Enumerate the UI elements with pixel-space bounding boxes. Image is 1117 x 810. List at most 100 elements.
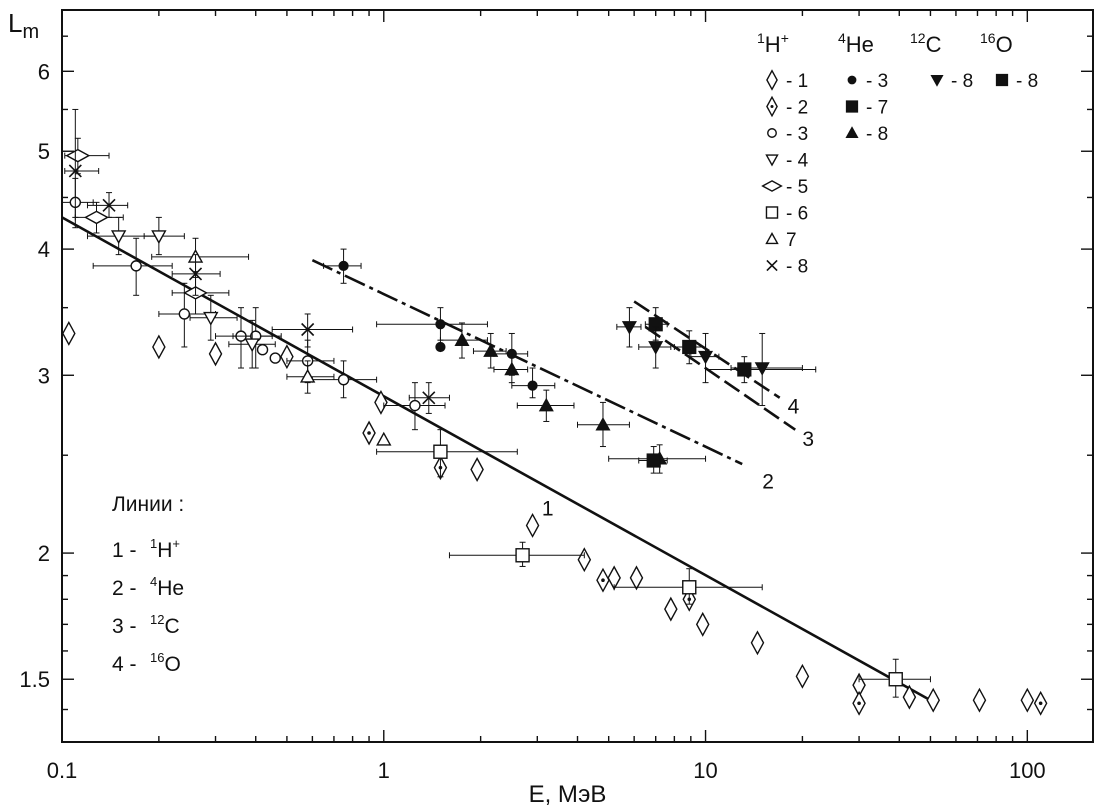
data-point xyxy=(68,164,82,178)
series-12-square-filled xyxy=(705,356,817,384)
lines-legend-nuclide-o: 16O xyxy=(150,650,181,676)
series-4-diamond-wide-open xyxy=(64,137,230,315)
legend-entry-label: - 4 xyxy=(786,151,809,172)
fit-line-label-4: 4 xyxy=(788,396,800,419)
lines-legend-nuclide-h: 1H+ xyxy=(150,536,180,562)
marker-circle-open xyxy=(767,128,777,138)
legend-entry-label: - 8 xyxy=(951,71,973,92)
fit-line-label-3: 3 xyxy=(802,428,814,451)
series-1-diamond-dot xyxy=(362,420,1048,716)
marker-circle-filled xyxy=(847,75,857,85)
data-point xyxy=(646,453,661,468)
data-point xyxy=(1020,687,1035,713)
data-point xyxy=(102,198,116,212)
data-point xyxy=(682,580,697,595)
data-point xyxy=(62,321,76,346)
data-point xyxy=(208,341,223,367)
legend-group-header-c: 12C xyxy=(910,30,942,57)
y-tick-label: 2 xyxy=(38,541,50,566)
marker-triangle-up-filled xyxy=(845,126,859,139)
data-point xyxy=(110,230,127,245)
data-point xyxy=(203,311,219,326)
data-point xyxy=(301,322,315,337)
data-point xyxy=(795,663,810,689)
data-point xyxy=(621,321,637,335)
data-point xyxy=(299,368,316,383)
data-point xyxy=(527,380,538,391)
series-7-cross xyxy=(64,108,450,414)
marker-diamond-wide-open xyxy=(761,180,783,192)
data-point xyxy=(577,547,592,573)
data-point xyxy=(698,350,714,365)
series-3-triangle-down-open xyxy=(86,216,276,369)
lines-legend-number: 1 - xyxy=(112,539,137,562)
fit-line-label-1: 1 xyxy=(542,497,554,520)
marker-triangle-up-open xyxy=(765,232,779,245)
data-point xyxy=(750,630,765,656)
legend-entry-label: - 7 xyxy=(866,98,888,119)
data-point xyxy=(504,361,520,376)
data-point xyxy=(130,260,142,272)
legend-entry-label: - 1 xyxy=(786,71,808,92)
marker-square-filled xyxy=(995,73,1009,87)
fit-line-1 xyxy=(61,216,932,702)
series-6-triangle-up-open xyxy=(151,237,392,446)
marker-square-open xyxy=(765,206,779,219)
data-point xyxy=(409,399,421,412)
data-point xyxy=(244,338,260,353)
data-point xyxy=(362,420,376,446)
y-axis-title: Lm xyxy=(8,8,39,43)
x-axis-title: E, МэВ xyxy=(529,781,607,808)
data-point xyxy=(433,444,448,459)
series-5-square-open xyxy=(376,429,931,698)
data-point xyxy=(596,567,610,593)
data-point xyxy=(648,341,664,355)
data-point xyxy=(852,690,866,716)
legend-entry-label: - 5 xyxy=(786,177,808,198)
data-point xyxy=(188,267,203,281)
series-11-triangle-down-filled xyxy=(616,307,803,407)
x-tick-label: 0.1 xyxy=(47,758,78,783)
data-point xyxy=(1033,690,1048,716)
legend-group-header-h: 1H+ xyxy=(757,30,789,57)
data-point xyxy=(454,332,470,346)
legend-entry-label: - 3 xyxy=(866,71,888,92)
y-tick-label: 3 xyxy=(38,363,50,388)
data-point xyxy=(151,230,167,245)
legend-entry-label: - 6 xyxy=(786,204,808,225)
data-point xyxy=(435,319,446,330)
marker-triangle-down-open xyxy=(765,154,779,167)
legend-entry-label: - 2 xyxy=(786,98,808,119)
data-point xyxy=(538,397,554,412)
legend-entry-label: 7 xyxy=(786,230,797,251)
series-10-square-filled xyxy=(638,307,707,474)
data-point xyxy=(376,431,392,446)
fit-line-2 xyxy=(311,259,743,466)
series-2-circle-open xyxy=(61,177,446,431)
x-tick-label: 100 xyxy=(1009,758,1046,783)
marker-cross xyxy=(766,259,778,272)
data-point xyxy=(754,362,770,376)
data-point xyxy=(152,334,166,360)
y-tick-label: 6 xyxy=(38,59,50,84)
lines-legend-nuclide-he: 4He xyxy=(150,574,184,600)
marker-square-filled xyxy=(845,100,859,113)
fit-line-3 xyxy=(644,325,796,431)
series-8-circle-filled xyxy=(323,248,556,399)
y-tick-label: 4 xyxy=(38,237,50,262)
marker-diamond-dot xyxy=(766,95,778,118)
data-point xyxy=(902,684,917,710)
data-point xyxy=(269,352,281,364)
data-point xyxy=(422,391,436,405)
y-tick-label: 1.5 xyxy=(19,667,50,692)
x-tick-label: 10 xyxy=(693,758,717,783)
legend: 1H+ 4He 12C 16O - 1 - 2 - 3 - 4 - 5 - 6 7 - 8 - 3 - 7… xyxy=(757,30,1038,278)
data-point xyxy=(435,341,446,353)
data-point xyxy=(470,457,484,482)
data-point xyxy=(682,339,697,355)
data-point xyxy=(280,344,294,370)
legend-entry-label: - 8 xyxy=(786,257,808,278)
data-point xyxy=(888,672,903,687)
